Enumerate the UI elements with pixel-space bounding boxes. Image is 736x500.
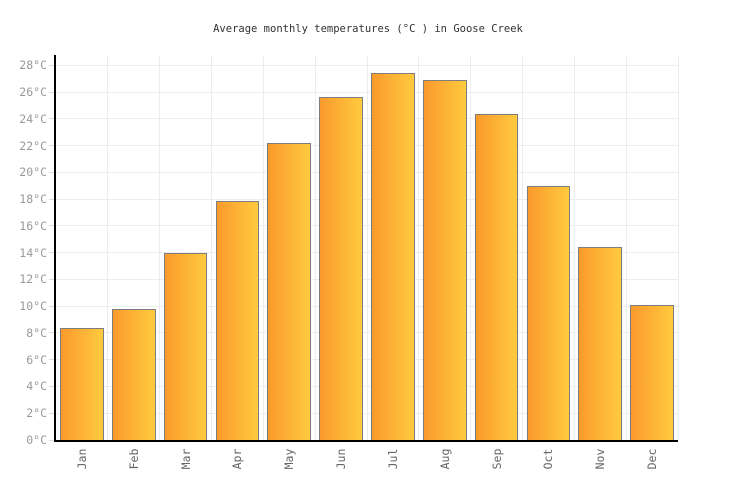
y-tick-mark-28 xyxy=(49,64,54,66)
y-tick-label-22: 22°C xyxy=(19,138,47,153)
bar-feb[interactable] xyxy=(111,308,156,440)
x-tick-label-aug: Aug xyxy=(437,448,452,470)
y-tick-mark-4 xyxy=(49,385,54,387)
y-tick-mark-12 xyxy=(49,278,54,280)
y-tick-label-6: 6°C xyxy=(26,352,47,367)
x-tick-label-feb: Feb xyxy=(126,448,141,470)
x-axis-line xyxy=(54,440,678,442)
v-gridline-2 xyxy=(159,56,161,440)
bar-nov[interactable] xyxy=(578,247,622,440)
x-tick-label-jul: Jul xyxy=(385,448,400,470)
y-tick-label-18: 18°C xyxy=(19,192,47,207)
y-tick-label-28: 28°C xyxy=(19,58,47,73)
y-tick-mark-18 xyxy=(49,198,54,200)
y-tick-mark-10 xyxy=(49,305,54,307)
v-gridline-1 xyxy=(107,56,109,440)
y-tick-label-24: 24°C xyxy=(19,111,47,126)
y-tick-label-16: 16°C xyxy=(19,218,47,233)
y-tick-mark-0 xyxy=(49,439,54,441)
y-tick-label-14: 14°C xyxy=(19,245,47,260)
y-tick-label-4: 4°C xyxy=(26,379,47,394)
y-tick-mark-20 xyxy=(49,171,54,173)
v-gridline-10 xyxy=(573,56,575,440)
y-tick-label-8: 8°C xyxy=(26,325,47,340)
y-tick-mark-22 xyxy=(49,145,54,147)
bar-jun[interactable] xyxy=(319,97,363,440)
v-gridline-6 xyxy=(366,56,368,440)
y-tick-mark-6 xyxy=(49,359,54,361)
x-tick-label-mar: Mar xyxy=(178,448,193,470)
bar-sep[interactable] xyxy=(474,113,519,440)
v-gridline-3 xyxy=(211,56,212,440)
chart-title: Average monthly temperatures (°C ) in Go… xyxy=(213,23,523,35)
x-tick-label-oct: Oct xyxy=(541,448,556,470)
y-tick-label-2: 2°C xyxy=(26,406,47,421)
y-tick-mark-14 xyxy=(49,252,54,254)
y-tick-mark-24 xyxy=(49,118,54,120)
x-tick-label-nov: Nov xyxy=(593,448,608,470)
x-tick-label-jun: Jun xyxy=(334,448,349,470)
x-tick-label-jan: Jan xyxy=(74,448,89,470)
bar-apr[interactable] xyxy=(215,200,260,440)
bar-dec[interactable] xyxy=(630,304,674,440)
bar-may[interactable] xyxy=(267,142,311,440)
v-gridline-12 xyxy=(677,56,679,440)
y-tick-label-12: 12°C xyxy=(19,272,47,287)
y-tick-label-0: 0°C xyxy=(26,433,47,447)
v-gridline-11 xyxy=(625,56,627,440)
v-gridline-4 xyxy=(262,56,264,440)
y-tick-label-20: 20°C xyxy=(19,165,47,180)
bar-oct[interactable] xyxy=(526,185,571,440)
y-tick-mark-8 xyxy=(49,332,54,334)
y-tick-mark-16 xyxy=(49,225,54,227)
x-tick-label-may: May xyxy=(282,448,297,470)
y-tick-label-26: 26°C xyxy=(19,85,47,100)
x-tick-label-sep: Sep xyxy=(489,448,504,470)
y-tick-mark-2 xyxy=(49,412,54,414)
bar-mar[interactable] xyxy=(163,252,208,440)
v-gridline-8 xyxy=(470,56,472,440)
v-gridline-5 xyxy=(314,56,316,440)
bar-aug[interactable] xyxy=(422,80,467,440)
x-tick-label-dec: Dec xyxy=(645,448,660,470)
v-gridline-7 xyxy=(418,56,420,440)
y-tick-mark-26 xyxy=(49,91,54,93)
y-axis-line xyxy=(54,55,56,442)
bar-jan[interactable] xyxy=(60,327,104,440)
v-gridline-9 xyxy=(522,56,523,440)
plot-area xyxy=(56,56,679,440)
x-tick-label-apr: Apr xyxy=(230,448,245,470)
y-tick-label-10: 10°C xyxy=(19,299,47,314)
bar-jul[interactable] xyxy=(371,73,415,440)
